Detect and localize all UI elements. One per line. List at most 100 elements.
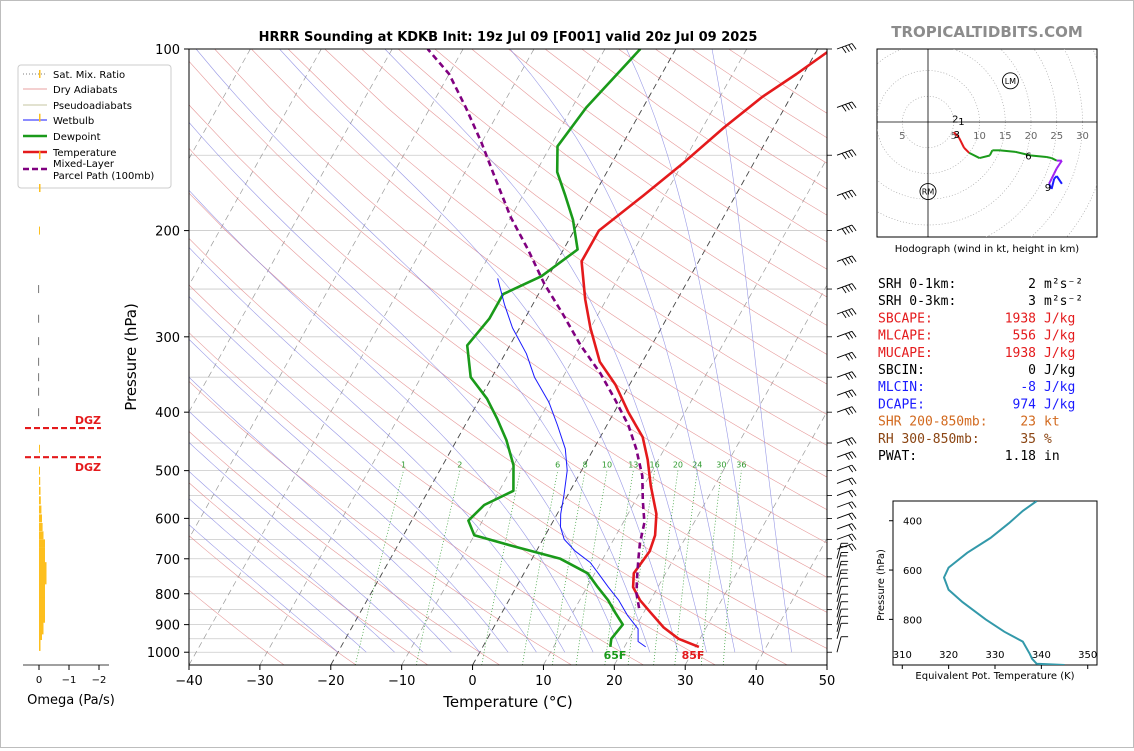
theta-x-tick-label: 330 — [985, 650, 1004, 661]
wind-barb — [836, 464, 857, 473]
hodograph-segment — [1030, 154, 1047, 159]
dry-adiabat-line — [189, 589, 285, 665]
omega-bar — [39, 642, 41, 651]
hodograph-height-label: 6 — [1025, 152, 1031, 163]
wind-barb — [836, 189, 857, 200]
y-tick-label: 400 — [155, 406, 180, 421]
mixing-ratio-line — [522, 470, 559, 665]
barb-flag — [848, 353, 854, 360]
index-label: SBCIN: — [878, 363, 925, 378]
barb-flag — [848, 390, 854, 398]
barb-flag — [851, 533, 857, 540]
omega-bar — [39, 522, 43, 531]
dry-adiabat-line — [189, 104, 827, 578]
omega-bar — [39, 637, 41, 646]
index-value: 23 — [1020, 415, 1036, 430]
index-label: RH 300-850mb: — [878, 432, 980, 447]
omega-bar — [39, 554, 45, 563]
omega-bar — [39, 589, 45, 598]
omega-bar — [39, 505, 42, 514]
barb-flag — [848, 478, 854, 486]
barb-shaft — [836, 543, 842, 559]
omega-bar — [39, 620, 44, 629]
hodograph-ring-label: 30 — [1076, 131, 1089, 142]
theta-y-tick-label: 400 — [903, 517, 922, 528]
barb-flag — [845, 285, 850, 293]
hodograph-height-label: 2 — [952, 115, 958, 126]
barb-shaft — [836, 523, 853, 530]
barb-shaft — [836, 389, 853, 396]
y-tick-label: 600 — [155, 512, 180, 527]
barb-flag — [845, 151, 850, 159]
index-value: -8 — [1020, 380, 1036, 395]
barb-flag — [841, 228, 847, 235]
chart-title: HRRR Sounding at KDKB Init: 19z Jul 09 [… — [259, 30, 758, 45]
barb-flag — [848, 44, 854, 51]
barb-flag — [851, 543, 857, 550]
index-unit: m²s⁻² — [1044, 294, 1083, 309]
isotherm-line — [613, 284, 827, 665]
barb-shaft — [836, 464, 853, 472]
omega-bar — [39, 226, 40, 235]
barb-shaft — [836, 255, 853, 262]
barb-flag — [848, 102, 854, 110]
index-label: MLCAPE: — [878, 329, 933, 344]
barb-shaft — [836, 283, 853, 290]
wind-barb — [836, 615, 849, 632]
wind-barb — [836, 224, 857, 235]
barb-flag — [845, 391, 850, 399]
omega-bar — [39, 562, 47, 571]
legend-box — [17, 64, 172, 189]
hodograph: 5 10 15 20 25 30 5 LM RM 2 1 3 6 9 — [876, 48, 1098, 238]
omega-bar — [39, 496, 41, 505]
theta-e-ylabel: Pressure (hPa) — [876, 549, 887, 621]
dry-adiabat-line — [189, 192, 827, 649]
barb-flag — [851, 451, 857, 458]
dry-adiabat-line — [287, 49, 827, 446]
y-tick-label: 1000 — [147, 646, 180, 661]
pseudoadiabat-line — [189, 121, 622, 653]
mixing-ratio-label: 30 — [716, 461, 726, 470]
hodograph-segment — [1050, 173, 1056, 180]
theta-x-tick-label: 310 — [893, 650, 912, 661]
barb-shaft — [836, 616, 842, 632]
index-label: SHR 200-850mb: — [878, 415, 988, 430]
legend-label: Dry Adiabats — [53, 85, 117, 96]
hodograph-segment — [958, 137, 965, 149]
pseudoadiabat-line — [195, 49, 651, 653]
x-tick-label: −30 — [246, 674, 273, 689]
wind-barb — [836, 569, 849, 586]
barb-flag — [851, 477, 857, 484]
mixing-ratio-label: 8 — [583, 461, 588, 470]
hodograph-segment — [1048, 178, 1053, 185]
barb-flag — [848, 226, 854, 233]
barb-flag — [851, 464, 857, 472]
hodograph-height-label: 3 — [954, 130, 960, 141]
y-tick-label: 300 — [155, 331, 180, 346]
mixing-ratio-line — [653, 470, 679, 665]
pseudoadiabat-line — [189, 189, 594, 653]
wind-barb — [836, 585, 849, 602]
omega-tick-label: −1 — [62, 675, 77, 686]
omega-bar — [39, 184, 41, 193]
barb-shaft — [836, 623, 842, 639]
mixing-ratio-line — [700, 470, 722, 665]
theta-e-panel: 310 320 330 340 350 400 600 800 Equivalent Pot. … — [876, 500, 1098, 682]
barb-flag — [851, 371, 857, 378]
barb-flag — [845, 354, 850, 361]
wind-barb — [836, 149, 857, 160]
barb-shaft — [836, 586, 842, 602]
mixing-ratio-line — [674, 470, 698, 665]
barb-shaft — [836, 351, 853, 359]
omega-bar — [38, 387, 40, 396]
wind-barb — [836, 601, 849, 618]
barb-shaft — [836, 308, 853, 315]
index-unit: kt — [1044, 415, 1060, 430]
hodograph-segment — [1051, 157, 1058, 162]
theta-x-tick-label: 320 — [939, 650, 958, 661]
omega-bar — [38, 285, 40, 294]
skewt-axes: 85F 65F −40 −30 −20 −10 0 10 20 30 40 50 100 200 300 40… — [147, 43, 835, 689]
mixing-ratio-label: 20 — [673, 461, 683, 470]
wind-barb — [836, 371, 857, 381]
index-value: 1.18 — [1005, 449, 1036, 464]
